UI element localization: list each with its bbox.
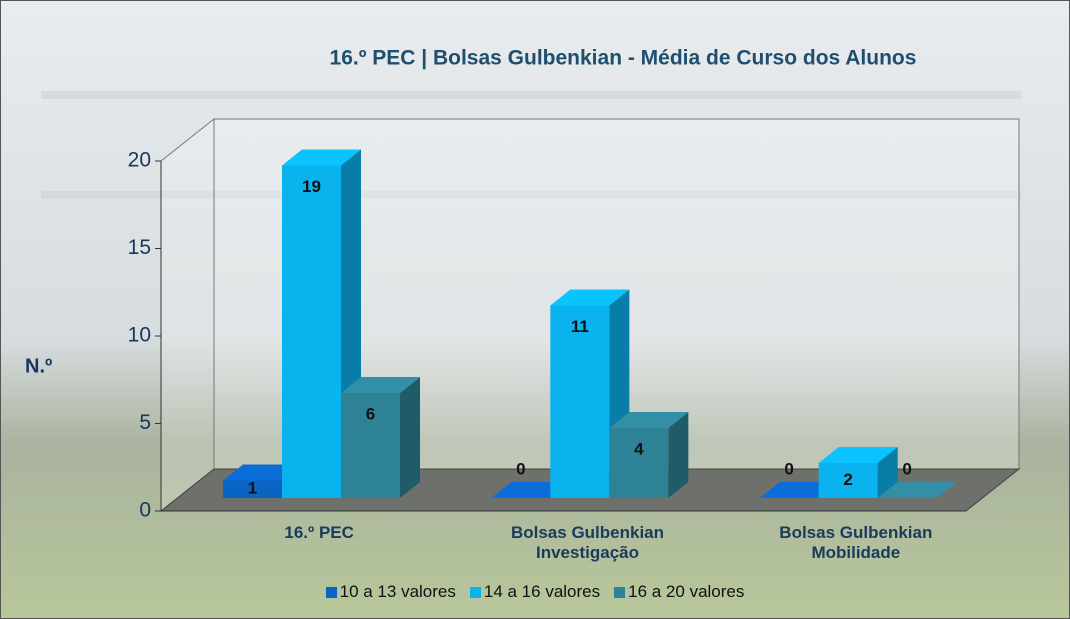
x-tick-label: Bolsas Gulbenkian Mobilidade [779, 523, 933, 562]
legend-label: 14 a 16 valores [483, 582, 601, 601]
side-wall [160, 117, 215, 513]
data-label: 2 [843, 470, 852, 489]
bar-front [341, 393, 400, 498]
bar [818, 447, 898, 498]
bar-top [609, 412, 689, 428]
bar-top [550, 289, 630, 306]
bar-side [400, 377, 420, 498]
y-tick-label: 20 [128, 149, 151, 172]
y-tick-label: 5 [139, 411, 151, 434]
y-tick-label: 15 [128, 236, 151, 259]
legend-item: 14 a 16 valores [469, 582, 601, 602]
bar-front [818, 463, 878, 498]
bar-top [282, 149, 361, 166]
data-label: 19 [302, 177, 321, 196]
chart-title: 16.º PEC | Bolsas Gulbenkian - Média de … [330, 47, 917, 70]
legend: 10 a 13 valores 14 a 16 valores 16 a 20 va… [1, 582, 1069, 602]
bar [341, 377, 420, 498]
legend-label: 16 a 20 valores [628, 582, 745, 601]
y-tick-label: 0 [139, 499, 151, 522]
bar-front [550, 305, 610, 498]
bar-side [877, 447, 898, 498]
bar-top [877, 482, 957, 498]
bar-top [818, 447, 898, 463]
x-tick-label: Bolsas Gulbenkian Investigação [510, 523, 665, 562]
bar [877, 482, 957, 498]
data-label: 0 [902, 459, 911, 478]
bar-front [609, 428, 669, 498]
building-windows [41, 91, 1021, 359]
legend-label: 10 a 13 valores [339, 582, 456, 601]
data-label: 1 [248, 479, 257, 498]
bar-side [668, 412, 689, 498]
data-label: 11 [571, 317, 589, 336]
data-label: 0 [784, 459, 793, 478]
legend-swatch [325, 586, 337, 598]
legend-swatch [614, 586, 626, 598]
data-label: 0 [516, 459, 525, 478]
legend-swatch [469, 586, 481, 598]
y-tick-label: 10 [128, 324, 151, 347]
legend-item: 16 a 20 valores [614, 582, 744, 602]
x-tick-label: 16.º PEC [284, 523, 354, 542]
bar-front [282, 165, 341, 498]
legend-item: 10 a 13 valores [325, 582, 456, 602]
bar [609, 412, 689, 498]
data-label: 6 [366, 404, 375, 423]
bar-top [341, 377, 420, 393]
bar-front [223, 480, 282, 498]
y-axis-label: N.º [25, 355, 52, 377]
data-label: 4 [634, 439, 644, 458]
